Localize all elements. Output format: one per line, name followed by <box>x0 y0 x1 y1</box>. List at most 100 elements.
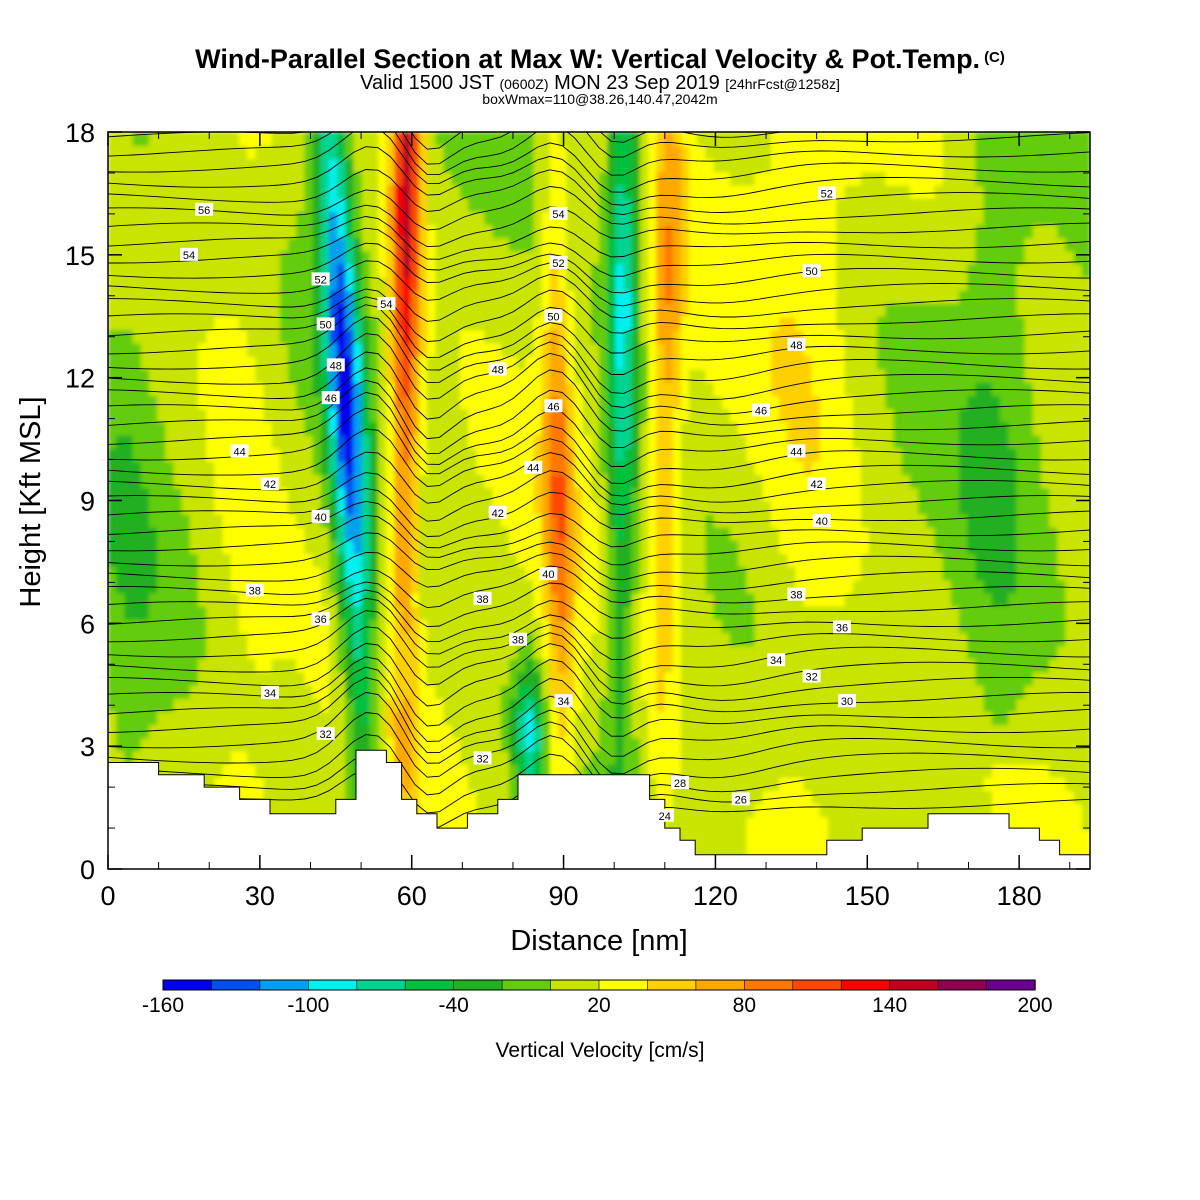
valid-date: MON 23 Sep 2019 <box>554 72 720 94</box>
colorbar-bin <box>743 979 794 991</box>
theta-contour <box>108 626 1090 693</box>
colorbar-bin <box>986 979 1036 991</box>
contour-labels: 56 54 52 50 48 46 54 44 42 40 38 36 34 32 54 52 50 48 46 44… <box>179 186 857 823</box>
theta-label: 48 <box>488 362 507 376</box>
theta-label-text: 44 <box>233 446 245 458</box>
theta-label-text: 42 <box>811 479 823 491</box>
theta-label: 44 <box>787 444 806 458</box>
theta-label: 24 <box>655 808 674 823</box>
theta-label-text: 52 <box>821 188 833 200</box>
colorbar-bin <box>453 979 503 991</box>
theta-contour <box>108 666 1090 742</box>
theta-label: 36 <box>832 620 851 634</box>
colorbar: -160 -100 -40 20 80 140 200 <box>142 979 1053 1017</box>
theta-contour <box>108 304 1090 375</box>
colorbar-tick-label: -160 <box>142 994 184 1017</box>
theta-label: 52 <box>311 272 330 286</box>
theta-label-text: 36 <box>314 614 326 626</box>
theta-label: 46 <box>321 391 340 405</box>
theta-label-text: 52 <box>314 274 326 286</box>
theta-contour <box>108 642 1090 707</box>
theta-label: 38 <box>245 583 264 598</box>
theta-label: 40 <box>812 513 831 528</box>
theta-contour <box>108 333 1090 408</box>
theta-label-text: 56 <box>198 205 210 217</box>
theta-contour <box>108 514 1090 566</box>
theta-contour <box>108 589 1090 643</box>
y-tick-label: 0 <box>80 855 95 885</box>
theta-contour <box>108 610 1090 679</box>
theta-label-text: 38 <box>512 635 524 647</box>
colorbar-bin <box>840 979 891 991</box>
theta-contour <box>108 428 1090 497</box>
theta-label: 34 <box>767 653 786 667</box>
theta-label-text: 44 <box>790 446 802 458</box>
theta-contour <box>108 132 1090 176</box>
theta-label-text: 48 <box>492 364 504 376</box>
theta-label-text: 32 <box>476 753 488 765</box>
theta-contour <box>108 274 1090 322</box>
theta-contour <box>108 391 1090 467</box>
forecast-info: [24hrFcst@1258z] <box>725 76 840 92</box>
theta-label: 50 <box>802 264 821 278</box>
theta-label-text: 38 <box>476 594 488 606</box>
x-tick-label: 180 <box>997 881 1042 911</box>
theta-label-text: 46 <box>547 401 559 413</box>
theta-label-text: 38 <box>790 590 802 602</box>
plot-area <box>108 132 1090 869</box>
theta-label: 32 <box>316 726 335 741</box>
x-tick-label: 120 <box>693 881 738 911</box>
theta-label-text: 32 <box>320 729 332 741</box>
colorbar-tick-label: -100 <box>287 994 329 1017</box>
theta-label: 50 <box>544 309 563 323</box>
theta-label: 42 <box>488 505 507 520</box>
colorbar-bin <box>259 979 309 991</box>
theta-label: 46 <box>544 399 563 413</box>
theta-label-text: 48 <box>790 340 802 352</box>
theta-label: 54 <box>377 296 396 311</box>
theta-label: 48 <box>787 337 806 352</box>
colorbar-bin <box>792 979 842 991</box>
theta-contour <box>108 597 1090 660</box>
y-tick-label: 15 <box>65 241 95 271</box>
colorbar-label: Vertical Velocity [cm/s] <box>496 1039 705 1062</box>
theta-label: 52 <box>549 256 568 270</box>
theta-contour <box>108 296 1090 358</box>
theta-label: 26 <box>731 792 750 806</box>
theta-label: 56 <box>195 202 214 217</box>
theta-contour <box>108 169 1090 216</box>
theta-contour <box>108 132 1090 193</box>
theta-contour <box>108 132 1090 165</box>
theta-contour <box>108 581 1090 628</box>
theta-contour <box>108 186 1090 231</box>
theta-label-text: 54 <box>183 250 195 262</box>
theta-contour <box>108 565 1090 609</box>
x-axis-label: Distance [nm] <box>510 925 687 957</box>
theta-label-text: 36 <box>836 622 848 634</box>
colorbar-bin <box>307 979 358 991</box>
theta-contour <box>108 712 1090 787</box>
theta-label: 42 <box>260 477 279 491</box>
colorbar-tick-label: 20 <box>587 994 610 1017</box>
vertical-velocity-field <box>108 132 1090 869</box>
theta-label-text: 54 <box>380 299 392 311</box>
theta-label: 38 <box>787 587 806 602</box>
chart-title: Wind-Parallel Section at Max W: Vertical… <box>0 44 1200 75</box>
theta-label: 54 <box>549 206 568 221</box>
theta-contour <box>108 316 1090 394</box>
theta-label-text: 26 <box>735 794 747 806</box>
theta-label: 36 <box>311 612 330 626</box>
theta-label: 40 <box>539 567 558 581</box>
theta-label: 44 <box>524 460 543 475</box>
colorbar-tick-label: 80 <box>733 994 756 1017</box>
potential-temperature-contours <box>108 132 1090 828</box>
theta-label-text: 24 <box>659 811 671 823</box>
theta-label-text: 46 <box>755 405 767 417</box>
colorbar-tick-label: 200 <box>1017 994 1052 1017</box>
y-tick-label: 18 <box>65 118 95 148</box>
theta-label: 54 <box>179 247 198 262</box>
theta-label: 52 <box>817 186 836 200</box>
theta-contour <box>108 500 1090 549</box>
